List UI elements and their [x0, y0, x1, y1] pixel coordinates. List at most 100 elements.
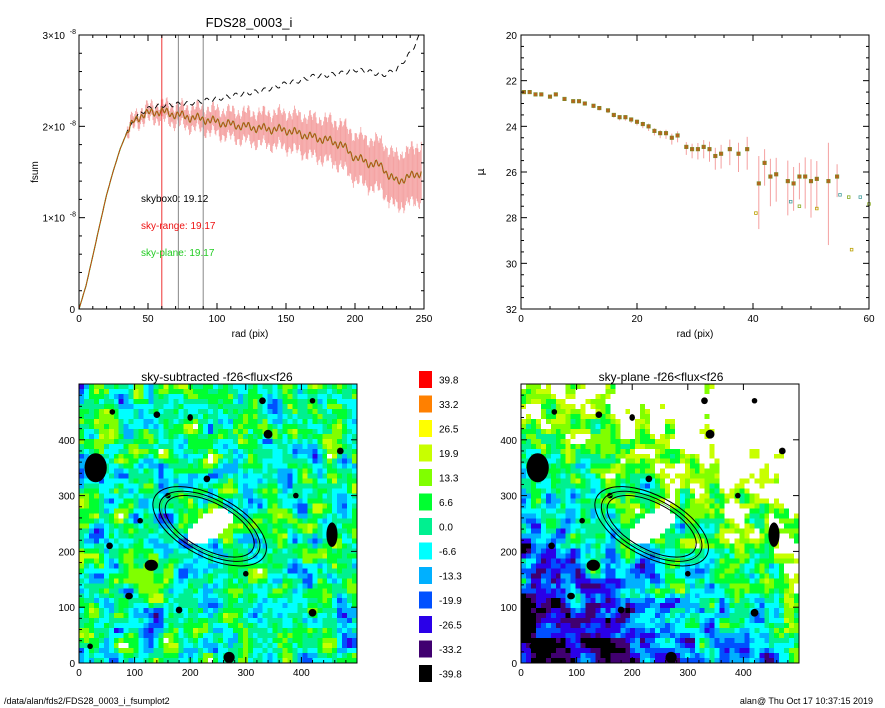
mu-point: [652, 128, 657, 133]
map-pixel: [158, 433, 164, 440]
map-pixel: [297, 648, 303, 654]
map-pixel: [734, 418, 740, 425]
map-pixel: [302, 623, 308, 629]
map-pixel: [560, 413, 566, 420]
map-pixel: [148, 473, 154, 479]
map-pixel: [650, 458, 656, 465]
map-pixel: [352, 533, 358, 539]
map-pixel: [307, 628, 313, 634]
map-pixel: [173, 558, 179, 564]
map-pixel: [113, 403, 120, 410]
map-pixel: [734, 413, 740, 420]
map-pixel: [138, 384, 144, 390]
colorbar-label: 6.6: [439, 498, 453, 509]
map-pixel: [218, 658, 224, 664]
map-pixel: [93, 413, 100, 420]
map-pixel: [272, 448, 278, 455]
map-pixel: [227, 413, 234, 420]
map-pixel: [103, 653, 110, 659]
map-pixel: [262, 478, 268, 484]
map-pixel: [570, 413, 576, 420]
map-pixel: [257, 418, 263, 425]
map-pixel: [660, 384, 666, 390]
map-pixel: [287, 618, 293, 624]
map-pixel: [262, 658, 268, 664]
map-pixel: [794, 428, 800, 435]
map-pixel: [595, 428, 601, 435]
map-pixel: [79, 468, 85, 474]
map-pixel: [158, 623, 164, 629]
map-pixel: [208, 608, 214, 614]
map-pixel: [664, 428, 671, 435]
map-pixel: [148, 548, 154, 554]
map-pixel: [342, 543, 348, 549]
map-pixel: [79, 418, 85, 425]
map-pixel: [158, 488, 164, 494]
map-pixel: [232, 403, 239, 410]
map-pixel: [645, 433, 651, 440]
map-pixel: [148, 503, 154, 509]
map-pixel: [208, 448, 214, 455]
map-pixel: [173, 503, 179, 509]
map-pixel: [635, 413, 641, 420]
map-pixel: [774, 463, 780, 469]
map-pixel: [769, 443, 775, 450]
map-pixel: [287, 628, 293, 634]
map-pixel: [168, 493, 174, 499]
map-pixel: [178, 443, 184, 450]
map-pixel: [769, 413, 775, 420]
map-pixel: [203, 558, 209, 564]
map-pixel: [138, 593, 144, 599]
map-pixel: [148, 458, 154, 465]
map-pixel: [247, 553, 254, 559]
map-pixel: [774, 413, 780, 420]
map-pixel: [764, 473, 770, 479]
map-pixel: [79, 398, 85, 405]
map-pixel: [267, 553, 273, 559]
map-pixel: [198, 548, 204, 554]
map-pixel: [222, 523, 229, 529]
map-pixel: [297, 638, 303, 644]
map-pixel: [570, 458, 576, 465]
map-pixel: [193, 413, 199, 420]
map-pixel: [153, 588, 159, 594]
map-pixel: [222, 443, 229, 450]
map-pixel: [113, 433, 120, 440]
map-pixel: [764, 398, 770, 405]
map-pixel: [282, 498, 288, 504]
map-pixel: [605, 423, 611, 430]
map-pixel: [664, 388, 671, 395]
map-pixel: [744, 403, 750, 410]
map-pixel: [133, 568, 139, 574]
map-pixel: [645, 458, 651, 465]
map-pixel: [714, 393, 720, 400]
map-pixel: [183, 618, 189, 624]
map-pixel: [282, 623, 288, 629]
map-pixel: [153, 478, 159, 484]
map-pixel: [784, 438, 790, 445]
map-pixel: [188, 593, 194, 599]
map-pixel: [287, 513, 293, 519]
map-pixel: [143, 533, 149, 539]
map-pixel: [342, 398, 348, 405]
map-pixel: [123, 603, 129, 609]
map-pixel: [709, 384, 715, 390]
map-pixel: [292, 523, 298, 529]
map-pixel: [610, 403, 616, 410]
map-pixel: [138, 513, 144, 519]
map-pixel: [709, 458, 715, 465]
map-pixel: [282, 573, 288, 579]
map-pixel: [208, 598, 214, 604]
map-pixel: [282, 533, 288, 539]
map-pixel: [317, 473, 323, 479]
map-pixel: [287, 633, 293, 639]
map-pixel: [123, 643, 129, 649]
map-pixel: [188, 443, 194, 450]
map-pixel: [178, 438, 184, 445]
map-pixel: [232, 533, 239, 539]
map-pixel: [342, 463, 348, 469]
map-pixel: [79, 558, 85, 564]
map-pixel: [292, 508, 298, 514]
map-pixel: [242, 643, 249, 649]
